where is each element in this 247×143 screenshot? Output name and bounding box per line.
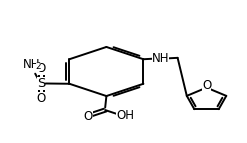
Text: NH: NH bbox=[152, 52, 169, 65]
Text: O: O bbox=[202, 80, 211, 92]
Text: O: O bbox=[37, 62, 46, 75]
Text: 2: 2 bbox=[36, 62, 41, 71]
Text: O: O bbox=[37, 92, 46, 105]
Text: NH: NH bbox=[23, 58, 40, 71]
Text: S: S bbox=[37, 77, 45, 90]
Text: O: O bbox=[83, 110, 93, 123]
Text: OH: OH bbox=[116, 109, 134, 122]
